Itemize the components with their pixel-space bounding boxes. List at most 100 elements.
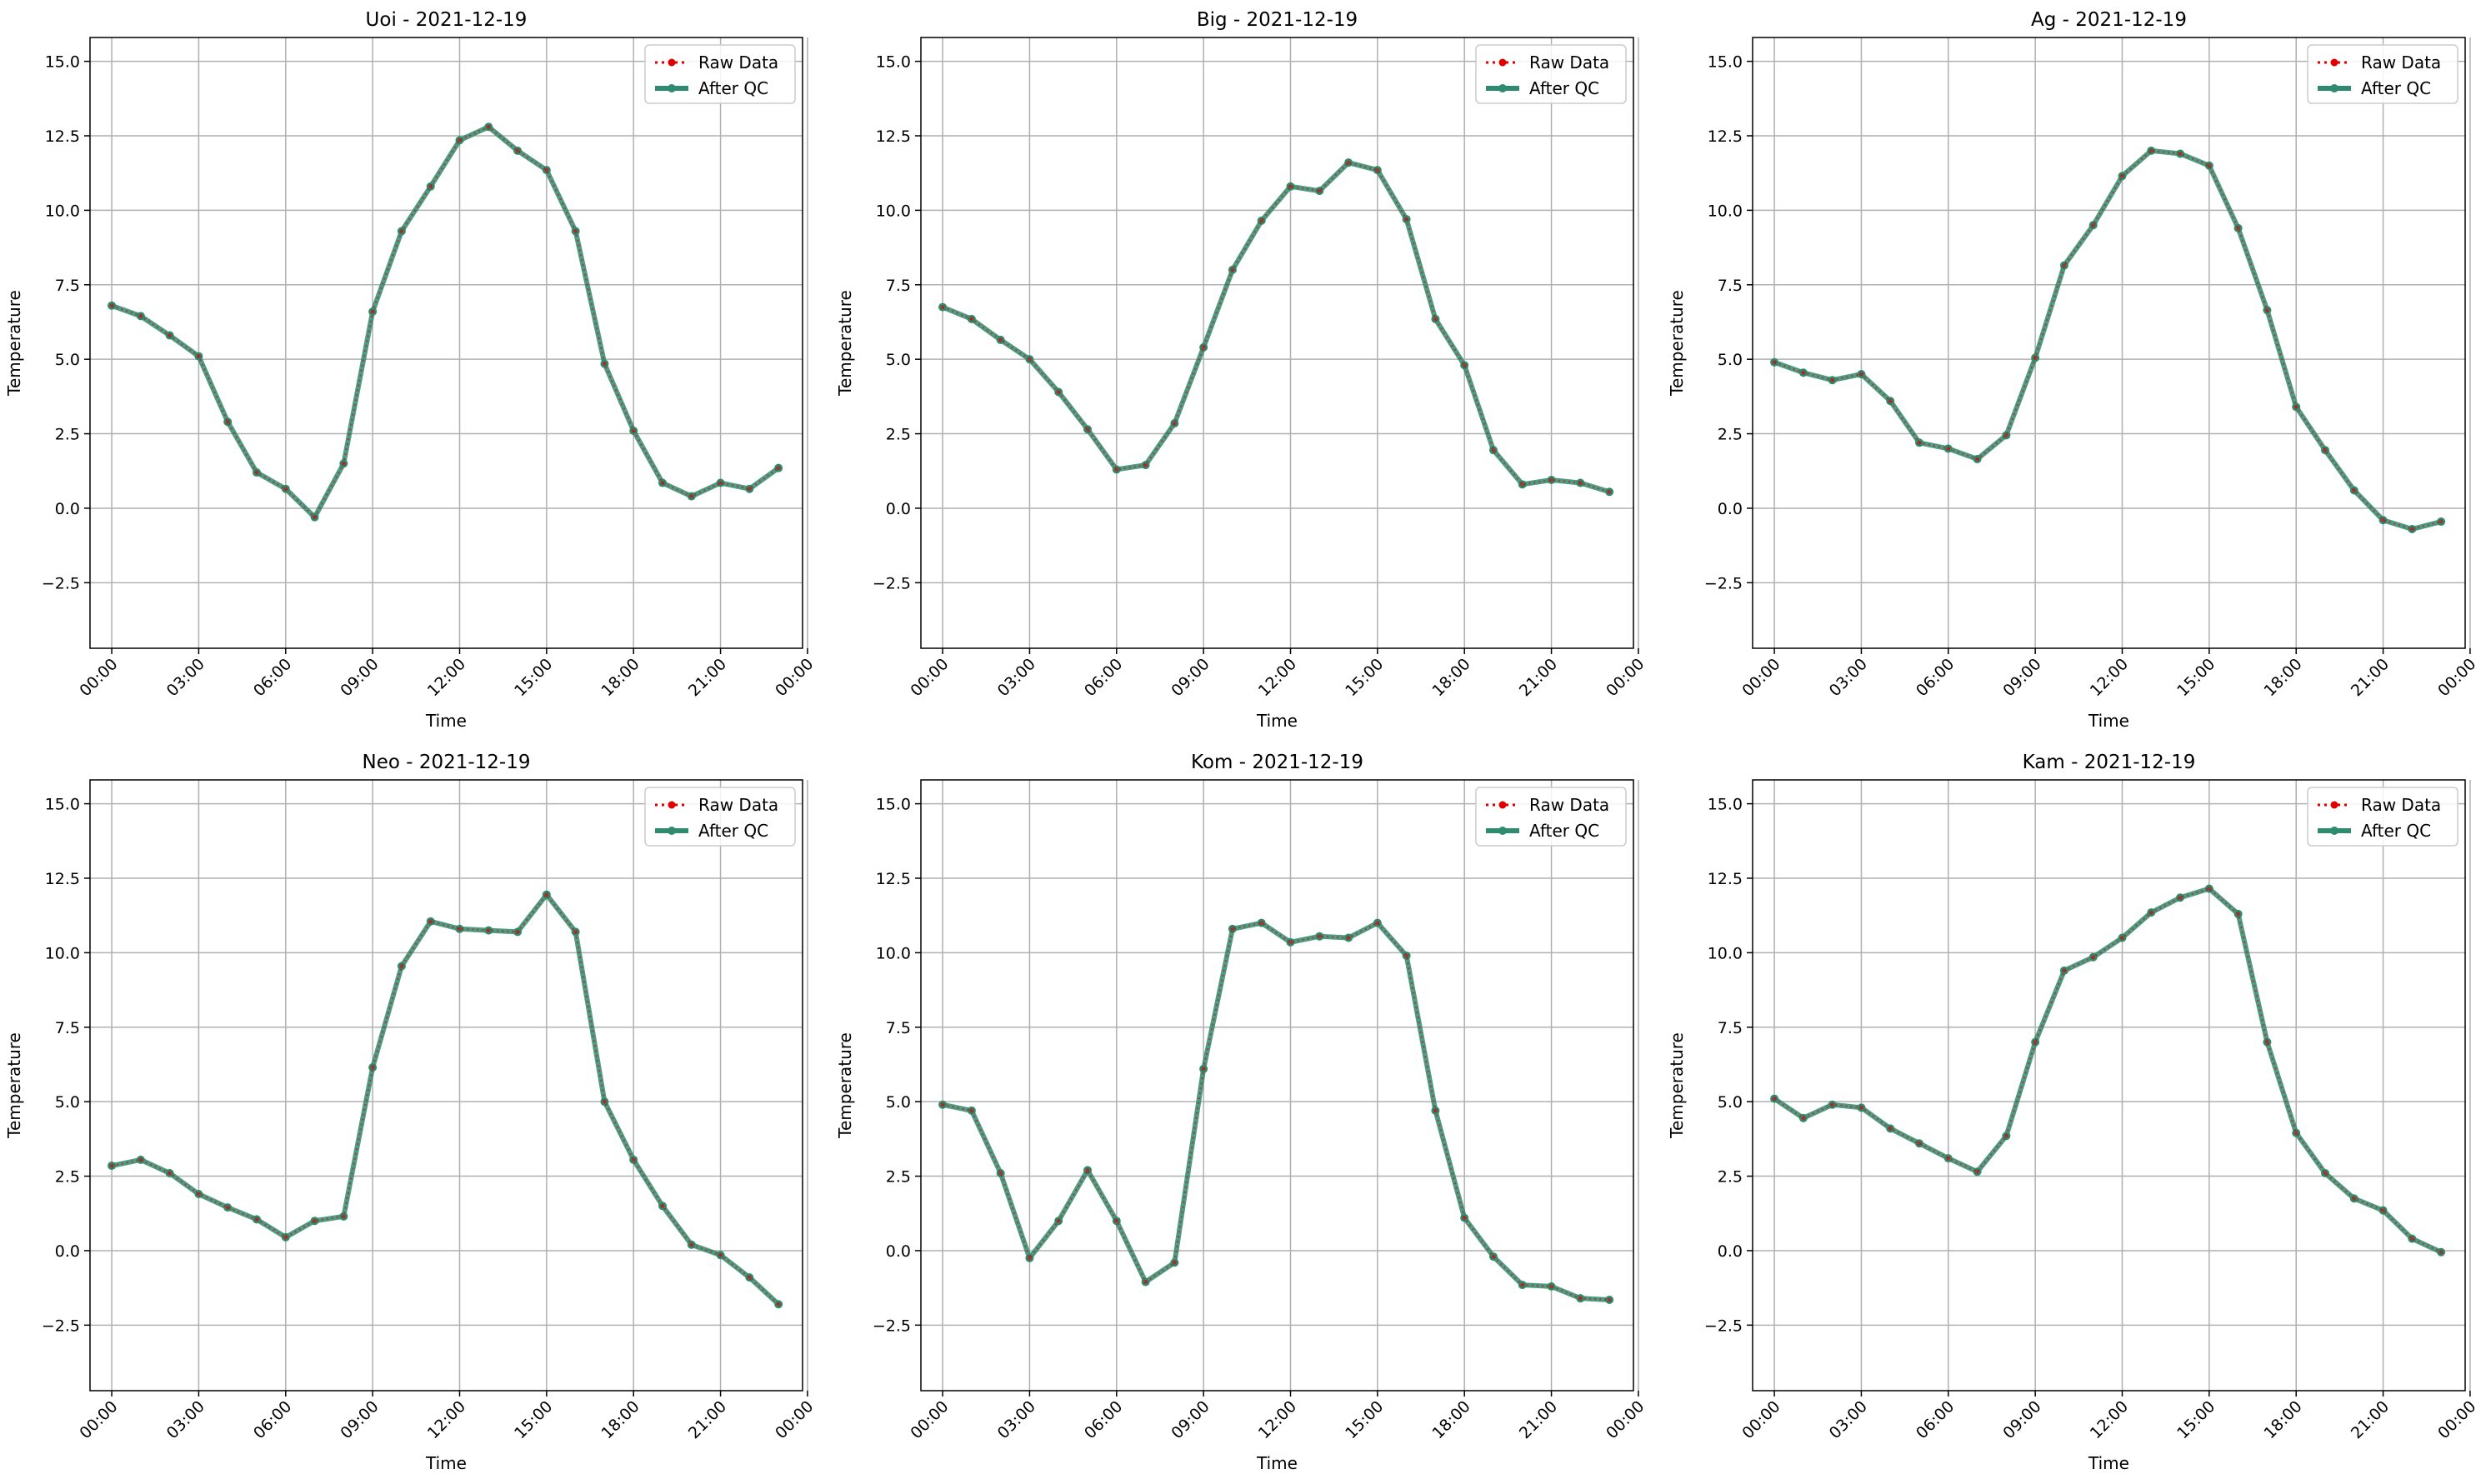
data-point-raw-data	[1801, 1116, 1806, 1121]
x-tick-label: 12:00	[2087, 1397, 2132, 1442]
data-point-raw-data	[631, 1157, 636, 1162]
data-point-raw-data	[998, 337, 1003, 342]
x-tick-label: 18:00	[2260, 1397, 2305, 1442]
data-point-raw-data	[2323, 447, 2328, 452]
data-point-raw-data	[283, 487, 288, 492]
data-point-raw-data	[2438, 519, 2443, 524]
data-point-raw-data	[689, 494, 694, 499]
data-point-raw-data	[312, 515, 318, 520]
x-tick-label: 15:00	[1342, 655, 1387, 700]
legend-marker-after-qc	[1498, 84, 1507, 92]
x-tick-label: 03:00	[994, 655, 1039, 700]
data-point-raw-data	[1888, 1126, 1893, 1131]
x-tick-label: 00:00	[772, 655, 817, 700]
legend-marker-raw-data	[1498, 801, 1507, 809]
legend-marker-after-qc	[2330, 827, 2338, 835]
series-line-after-qc	[111, 892, 781, 1307]
data-point-raw-data	[138, 1157, 143, 1162]
y-tick-label: −2.5	[1704, 1317, 1743, 1335]
x-tick-label: 21:00	[2348, 1397, 2393, 1442]
legend-label-raw-data: Raw Data	[2361, 52, 2441, 72]
y-tick-label: 0.0	[55, 500, 80, 518]
data-point-raw-data	[1404, 217, 1409, 222]
y-tick-label: 5.0	[1718, 351, 1743, 369]
data-point-raw-data	[2148, 148, 2153, 153]
y-tick-label: 15.0	[876, 796, 911, 814]
y-tick-label: −2.5	[42, 574, 80, 592]
data-point-raw-data	[2091, 955, 2096, 960]
data-point-raw-data	[718, 1252, 723, 1257]
x-tick-label: 03:00	[1826, 1397, 1871, 1442]
data-point-raw-data	[1917, 440, 1922, 445]
legend-marker-after-qc	[1498, 827, 1507, 835]
data-point-raw-data	[573, 929, 578, 934]
data-point-raw-data	[1946, 446, 1951, 452]
y-tick-label: 0.0	[886, 500, 911, 518]
x-tick-label: 06:00	[1081, 655, 1126, 700]
series-line-raw-data	[1773, 887, 2442, 1253]
legend-marker-raw-data	[668, 801, 676, 809]
series-line-raw-data	[111, 125, 779, 519]
plot-frame	[1752, 779, 2466, 1392]
data-point-raw-data	[1027, 1256, 1033, 1261]
data-point-raw-data	[1520, 1282, 1525, 1287]
chart-title: Ag - 2021-12-19	[2031, 9, 2187, 31]
series-line-raw-data	[942, 922, 1610, 1302]
x-tick-label: 12:00	[1255, 1397, 1300, 1442]
x-axis-label: Time	[1256, 711, 1298, 731]
data-point-raw-data	[196, 353, 202, 359]
chart-panel-0: −2.5 0.0 2.5 5.0 7.5 10.0 12.5 15.0 00:00 03:00 06…	[4, 9, 817, 731]
data-point-raw-data	[457, 927, 463, 932]
x-axis-label: Time	[425, 711, 467, 731]
x-tick-label: 06:00	[1913, 1397, 1958, 1442]
data-point-raw-data	[1974, 1169, 1980, 1174]
y-tick-label: 2.5	[1718, 426, 1743, 444]
y-tick-label: −2.5	[42, 1317, 80, 1335]
chart-title: Kom - 2021-12-19	[1191, 752, 1363, 773]
data-point-raw-data	[2236, 912, 2241, 917]
data-point-raw-data	[1888, 398, 1893, 403]
data-point-raw-data	[1801, 370, 1806, 375]
plot-frame	[89, 779, 803, 1392]
legend-label-raw-data: Raw Data	[1529, 52, 1609, 72]
y-tick-label: 12.5	[876, 127, 911, 146]
data-point-raw-data	[2178, 151, 2183, 157]
data-point-raw-data	[370, 309, 375, 314]
y-tick-label: 10.0	[1708, 944, 1743, 962]
y-tick-label: 10.0	[45, 202, 80, 220]
data-point-raw-data	[660, 1203, 665, 1208]
x-tick-label: 00:00	[2434, 655, 2479, 700]
data-point-raw-data	[2062, 262, 2067, 268]
x-tick-label: 00:00	[1603, 655, 1648, 700]
y-tick-label: 5.0	[886, 1093, 911, 1112]
x-tick-label: 09:00	[1999, 655, 2044, 700]
y-tick-label: 7.5	[55, 1019, 80, 1037]
x-tick-label: 09:00	[337, 655, 382, 700]
legend-label-after-qc: After QC	[2361, 821, 2431, 841]
y-tick-label: 2.5	[1718, 1168, 1743, 1187]
data-point-raw-data	[370, 1065, 375, 1070]
data-point-raw-data	[1056, 1218, 1061, 1223]
data-point-raw-data	[1375, 921, 1380, 926]
data-point-raw-data	[283, 1235, 288, 1240]
y-tick-label: 12.5	[876, 870, 911, 888]
x-tick-label: 21:00	[685, 655, 730, 700]
data-point-raw-data	[1317, 188, 1322, 193]
data-point-raw-data	[2264, 1040, 2270, 1045]
legend-marker-after-qc	[2330, 84, 2338, 92]
plot-frame	[1752, 37, 2466, 649]
chart-panel-3: −2.5 0.0 2.5 5.0 7.5 10.0 12.5 15.0 00:00 03:00 06…	[4, 752, 817, 1473]
x-tick-label: 00:00	[907, 1397, 952, 1442]
data-point-raw-data	[1578, 1296, 1583, 1301]
y-tick-label: 2.5	[55, 1168, 80, 1187]
y-tick-label: 7.5	[1718, 1019, 1743, 1037]
data-point-raw-data	[225, 1205, 230, 1210]
data-point-raw-data	[2352, 487, 2357, 493]
data-point-raw-data	[2409, 1237, 2414, 1242]
data-point-raw-data	[1858, 372, 1864, 377]
data-point-raw-data	[1085, 1167, 1090, 1173]
x-tick-label: 15:00	[2173, 1397, 2218, 1442]
x-tick-label: 15:00	[1342, 1397, 1387, 1442]
y-tick-label: 7.5	[55, 277, 80, 295]
data-point-raw-data	[399, 228, 404, 234]
